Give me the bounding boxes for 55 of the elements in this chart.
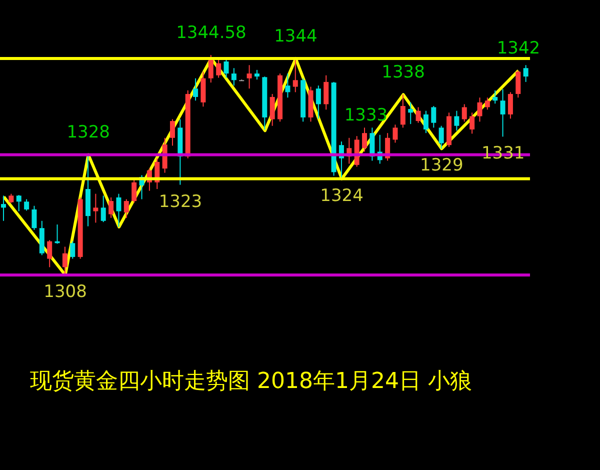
candlestick	[477, 97, 482, 122]
candlestick	[100, 195, 106, 223]
candlestick	[316, 85, 321, 120]
candlestick	[462, 104, 467, 122]
candlestick	[170, 118, 175, 146]
annotation: 1324	[320, 186, 364, 206]
candlestick	[500, 88, 506, 138]
candlestick	[285, 73, 290, 98]
candlestick	[70, 240, 76, 260]
candlestick	[116, 193, 122, 228]
candlestick	[508, 92, 513, 120]
candlestick	[416, 106, 421, 124]
candlestick	[254, 69, 260, 80]
candlestick	[270, 93, 275, 126]
candlestick	[392, 124, 398, 144]
candlestick	[523, 64, 528, 82]
candlestick	[193, 78, 198, 102]
annotation: 1323	[158, 192, 202, 212]
candlestick	[1, 195, 6, 222]
candlestick	[32, 205, 37, 230]
candlestick	[124, 198, 129, 218]
candlestick	[47, 240, 52, 268]
annotation: 1344	[274, 26, 318, 46]
candlestick	[400, 94, 406, 128]
candlestick	[431, 106, 436, 128]
candlestick	[454, 110, 460, 132]
candlestick	[492, 90, 498, 104]
candlestick	[216, 59, 222, 78]
annotation: 1333	[344, 106, 388, 126]
candlestick	[470, 112, 475, 134]
candlestick	[16, 194, 22, 212]
candlestick	[484, 97, 490, 110]
candlestick	[408, 102, 414, 125]
annotation: 1338	[382, 62, 425, 83]
candlestick	[108, 196, 114, 218]
annotation: 1342	[496, 38, 540, 59]
candlestick	[516, 70, 521, 98]
candlestick	[438, 125, 444, 150]
candlestick	[93, 193, 98, 224]
candlestick	[292, 58, 298, 93]
candlestick	[208, 55, 214, 84]
candlestick	[324, 74, 329, 110]
candlestick	[24, 198, 30, 212]
annotation: 1344.58	[176, 23, 246, 43]
annotation: 1328	[66, 122, 110, 143]
candlestick	[8, 193, 14, 204]
text: 现货黄金四小时走势图 2018年1月24日 小狼	[30, 368, 472, 396]
candlestick	[362, 127, 368, 152]
annotation: 1329	[420, 156, 464, 176]
candlestick	[246, 64, 252, 90]
candlestick	[224, 59, 229, 78]
candlestick	[62, 246, 68, 275]
annotation: 1308	[44, 282, 87, 302]
candlestick	[231, 68, 236, 86]
candlestick	[423, 110, 428, 134]
